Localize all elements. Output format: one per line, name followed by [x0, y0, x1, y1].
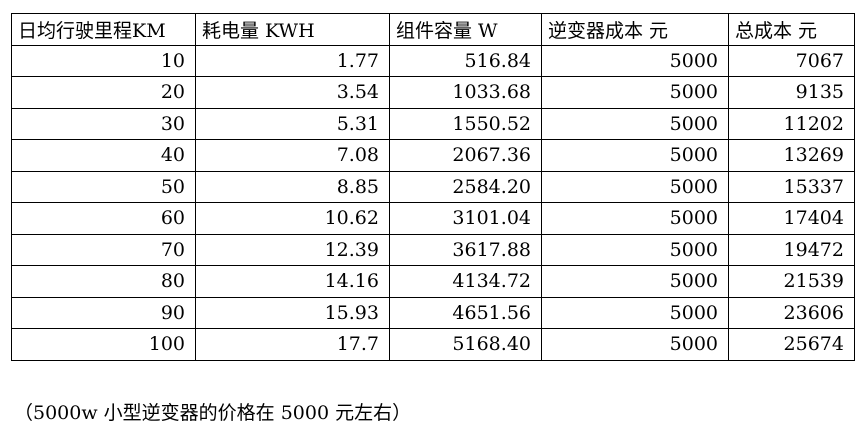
cell-inverter-cost: 5000 [541, 328, 729, 361]
cell-daily-mileage: 50 [11, 170, 196, 203]
cell-power-consumption: 1.77 [195, 44, 390, 77]
header-daily-mileage: 日均行驶里程KM [11, 13, 196, 46]
cell-total-cost: 9135 [728, 76, 855, 109]
table-row: 50 8.85 2584.20 5000 15337 [11, 170, 855, 203]
cell-panel-capacity: 516.84 [389, 44, 542, 77]
cell-power-consumption: 12.39 [195, 233, 390, 266]
cell-power-consumption: 7.08 [195, 139, 390, 172]
table-row: 100 17.7 5168.40 5000 25674 [11, 328, 855, 361]
cell-power-consumption: 10.62 [195, 202, 390, 235]
cell-panel-capacity: 2584.20 [389, 170, 542, 203]
cell-inverter-cost: 5000 [541, 202, 729, 235]
cell-total-cost: 11202 [728, 107, 855, 140]
table-row: 90 15.93 4651.56 5000 23606 [11, 296, 855, 329]
table-row: 60 10.62 3101.04 5000 17404 [11, 202, 855, 235]
cell-total-cost: 15337 [728, 170, 855, 203]
table-row: 20 3.54 1033.68 5000 9135 [11, 76, 855, 109]
cell-inverter-cost: 5000 [541, 139, 729, 172]
cell-panel-capacity: 1033.68 [389, 76, 542, 109]
cell-inverter-cost: 5000 [541, 170, 729, 203]
table-row: 70 12.39 3617.88 5000 19472 [11, 233, 855, 266]
cell-total-cost: 7067 [728, 44, 855, 77]
table-row: 80 14.16 4134.72 5000 21539 [11, 265, 855, 298]
cell-inverter-cost: 5000 [541, 233, 729, 266]
price-note: （5000w 小型逆变器的价格在 5000 元左右） [14, 402, 412, 424]
cell-panel-capacity: 3617.88 [389, 233, 542, 266]
table-row: 40 7.08 2067.36 5000 13269 [11, 139, 855, 172]
header-power-consumption: 耗电量 KWH [195, 13, 390, 46]
cell-total-cost: 25674 [728, 328, 855, 361]
cell-inverter-cost: 5000 [541, 107, 729, 140]
cell-daily-mileage: 10 [11, 44, 196, 77]
table-row: 30 5.31 1550.52 5000 11202 [11, 107, 855, 140]
cell-daily-mileage: 20 [11, 76, 196, 109]
cell-daily-mileage: 90 [11, 296, 196, 329]
cell-total-cost: 17404 [728, 202, 855, 235]
cell-daily-mileage: 40 [11, 139, 196, 172]
cost-table: 日均行驶里程KM 耗电量 KWH 组件容量 W 逆变器成本 元 总成本 元 10… [11, 13, 855, 361]
cell-power-consumption: 3.54 [195, 76, 390, 109]
header-inverter-cost: 逆变器成本 元 [541, 13, 729, 46]
cell-total-cost: 13269 [728, 139, 855, 172]
cell-inverter-cost: 5000 [541, 76, 729, 109]
cell-daily-mileage: 60 [11, 202, 196, 235]
cell-total-cost: 19472 [728, 233, 855, 266]
cell-panel-capacity: 2067.36 [389, 139, 542, 172]
cell-panel-capacity: 5168.40 [389, 328, 542, 361]
cell-inverter-cost: 5000 [541, 265, 729, 298]
cell-inverter-cost: 5000 [541, 296, 729, 329]
cell-panel-capacity: 1550.52 [389, 107, 542, 140]
cell-panel-capacity: 3101.04 [389, 202, 542, 235]
cell-power-consumption: 8.85 [195, 170, 390, 203]
header-panel-capacity: 组件容量 W [389, 13, 542, 46]
table-header-row: 日均行驶里程KM 耗电量 KWH 组件容量 W 逆变器成本 元 总成本 元 [11, 13, 855, 46]
cell-power-consumption: 17.7 [195, 328, 390, 361]
cell-power-consumption: 5.31 [195, 107, 390, 140]
header-total-cost: 总成本 元 [728, 13, 855, 46]
cell-inverter-cost: 5000 [541, 44, 729, 77]
cell-total-cost: 23606 [728, 296, 855, 329]
cell-daily-mileage: 80 [11, 265, 196, 298]
table-row: 10 1.77 516.84 5000 7067 [11, 44, 855, 77]
cell-panel-capacity: 4134.72 [389, 265, 542, 298]
cell-total-cost: 21539 [728, 265, 855, 298]
cell-daily-mileage: 70 [11, 233, 196, 266]
cell-panel-capacity: 4651.56 [389, 296, 542, 329]
cell-daily-mileage: 100 [11, 328, 196, 361]
cell-daily-mileage: 30 [11, 107, 196, 140]
cell-power-consumption: 15.93 [195, 296, 390, 329]
cell-power-consumption: 14.16 [195, 265, 390, 298]
